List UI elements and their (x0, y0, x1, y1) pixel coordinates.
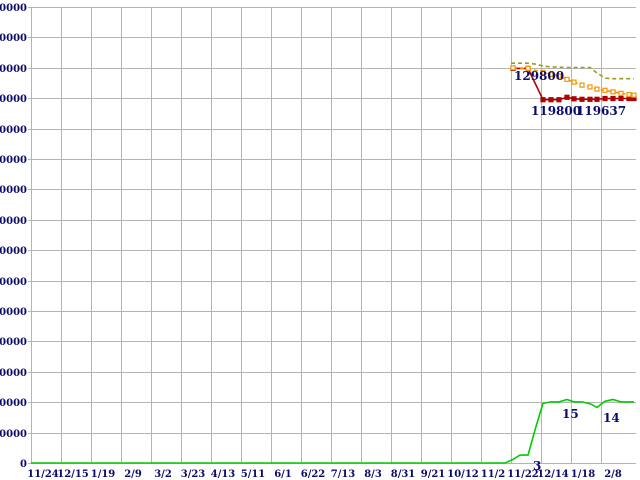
x-axis-tick-label: 12/14 (537, 469, 569, 480)
series-line-price-upper-olive (511, 62, 634, 80)
y-axis-tick-label: 20000 (0, 398, 27, 409)
series-line-volume-green (31, 398, 634, 464)
data-point-label: 119800 (531, 104, 581, 118)
series-marker-price-average-orange (626, 91, 632, 98)
data-point-label: 129800 (514, 69, 564, 83)
y-axis-tick-label: 70000 (0, 246, 27, 257)
y-axis-tick-labels: 0 10000 20000 30000 40000 50000 60000 70000 8000… (0, 3, 31, 470)
data-point-label: 15 (562, 407, 579, 421)
x-axis-tick-label: 11/2 (481, 469, 506, 480)
x-axis-tick-label: 2/8 (604, 469, 622, 480)
x-axis-tick-label: 3/23 (181, 469, 206, 480)
x-axis-tick-label: 12/15 (57, 469, 89, 480)
y-axis-tick-label: 140000 (0, 33, 27, 44)
series-marker-price-primary (564, 94, 570, 100)
data-point-label: 119637 (576, 104, 626, 118)
y-axis-tick-label: 0 (20, 459, 27, 470)
series-marker-price-primary (579, 96, 585, 102)
y-axis-tick-label: 10000 (0, 429, 27, 440)
x-axis-tick-label: 2/9 (124, 469, 142, 480)
series-marker-price-primary (594, 96, 600, 102)
series-marker-price-average-orange (602, 87, 608, 93)
y-axis-tick-label: 120000 (0, 94, 27, 105)
series-marker-price-average-orange (525, 65, 531, 72)
x-axis-tick-label: 11/24 (27, 469, 59, 480)
x-axis-tick-label: 9/21 (421, 469, 446, 480)
data-series-group (31, 62, 637, 464)
series-marker-price-primary (587, 96, 593, 102)
data-point-label: 14 (603, 411, 620, 425)
x-axis-tick-label: 6/1 (274, 469, 292, 480)
x-axis-tick-label: 1/19 (91, 469, 116, 480)
series-marker-price-average-orange (587, 84, 593, 90)
y-axis-tick-label: 110000 (0, 125, 27, 136)
series-marker-price-primary (556, 97, 562, 103)
series-marker-price-average-orange (548, 71, 554, 78)
y-axis-tick-label: 130000 (0, 64, 27, 75)
y-axis-tick-label: 60000 (0, 277, 27, 288)
x-axis-tick-label: 5/11 (241, 469, 266, 480)
series-marker-price-primary (571, 96, 577, 102)
series-marker-price-average-orange (571, 79, 577, 85)
series-marker-price-average-orange (510, 65, 516, 71)
series-marker-price-average-orange (631, 92, 637, 98)
x-axis-tick-label: 7/13 (331, 469, 356, 480)
series-marker-price-primary (602, 95, 608, 102)
x-axis-tick-label: 3/2 (154, 469, 172, 480)
y-axis-tick-label: 50000 (0, 307, 27, 318)
series-marker-price-average-orange (618, 90, 624, 96)
x-axis-tick-label: 8/3 (364, 469, 382, 480)
series-marker-price-average-orange (610, 89, 616, 95)
x-axis-tick-label: 10/12 (447, 469, 479, 480)
x-axis-tick-label: 8/31 (391, 469, 416, 480)
series-marker-price-primary (610, 95, 616, 102)
series-marker-price-primary (548, 97, 554, 103)
series-marker-price-primary (540, 97, 546, 103)
x-axis-tick-label: 4/13 (211, 469, 236, 480)
y-axis-tick-label: 90000 (0, 185, 27, 196)
x-axis-tick-label: 1/18 (571, 469, 596, 480)
y-axis-tick-label: 40000 (0, 337, 27, 348)
grid-lines (31, 7, 636, 463)
data-point-label: 3 (533, 459, 541, 473)
y-axis-tick-label: 80000 (0, 216, 27, 227)
x-axis-tick-label: 6/22 (301, 469, 326, 480)
series-marker-price-average-orange (564, 76, 570, 82)
series-marker-price-average-orange (579, 82, 585, 88)
y-axis-tick-label: 30000 (0, 368, 27, 379)
series-marker-price-average-orange (556, 73, 562, 79)
x-axis-tick-label: 11/22 (507, 469, 539, 480)
series-marker-price-average-orange (540, 69, 546, 75)
y-axis-tick-label: 100000 (0, 155, 27, 166)
y-axis-tick-label: 150000 (0, 3, 27, 14)
series-marker-price-average-orange (594, 86, 600, 92)
series-marker-price-primary (618, 95, 624, 102)
